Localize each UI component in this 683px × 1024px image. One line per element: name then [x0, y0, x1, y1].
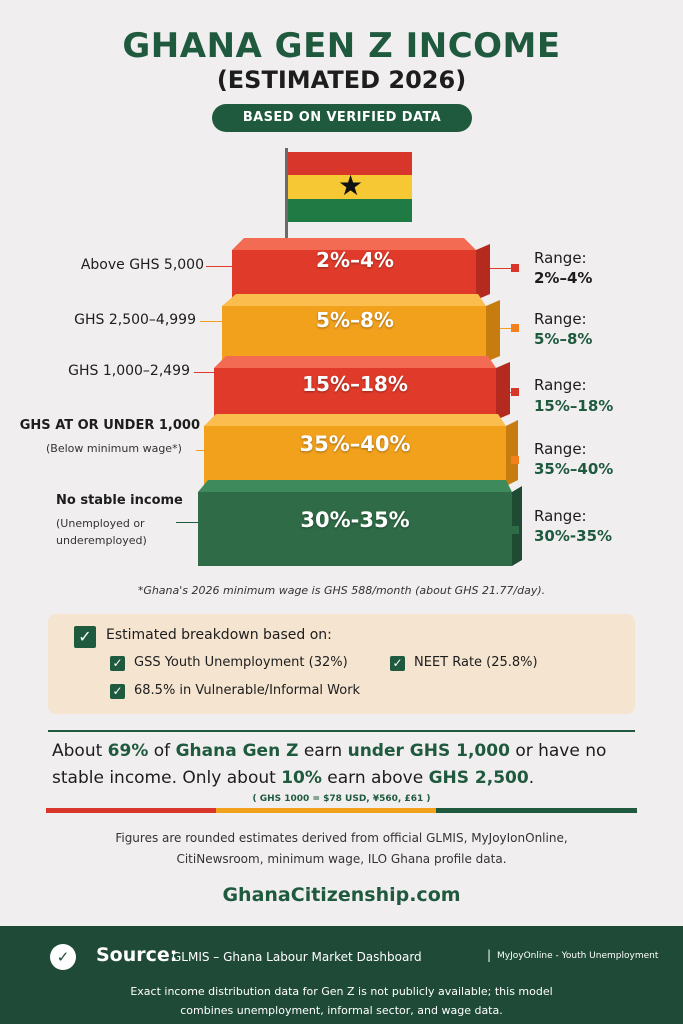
breakdown-item-informal: 68.5% in Vulnerable/Informal Work — [134, 683, 361, 698]
tier-1-range-title: Range: — [534, 249, 587, 267]
source-main: GLMIS – Ghana Labour Market Dashboard — [172, 950, 422, 964]
tier-1-range-value: 2%–4% — [534, 269, 593, 287]
tier-1-marker — [511, 264, 519, 272]
source-label: Source: — [96, 944, 178, 966]
verified-badge: BASED ON VERIFIED DATA — [212, 104, 472, 132]
color-bar-green — [436, 808, 637, 813]
tier-1-block — [232, 238, 490, 300]
summary-text: About 69% of Ghana Gen Z earn under GHS … — [52, 741, 607, 788]
tier-4-block — [204, 414, 518, 486]
tier-5-left-connector — [176, 522, 198, 523]
tier-4-range-value: 35%–40% — [534, 460, 614, 478]
tier-4-range-title: Range: — [534, 440, 587, 458]
tier-2-marker — [511, 324, 519, 332]
data-credits: Figures are rounded estimates derived fr… — [115, 831, 568, 866]
checkbox-icon: ✓ — [110, 684, 125, 699]
source-footer: ✓ Source: GLMIS – Ghana Labour Market Da… — [0, 926, 683, 1024]
breakdown-title: Estimated breakdown based on: — [106, 627, 332, 643]
minimum-wage-footnote: *Ghana's 2026 minimum wage is GHS 588/mo… — [137, 584, 546, 597]
tier-4-label: GHS AT OR UNDER 1,000 — [19, 418, 200, 433]
tier-1-percent: 2%–4% — [316, 248, 394, 272]
tier-4-left-connector — [196, 450, 204, 451]
check-circle-icon: ✓ — [50, 944, 76, 970]
divider — [48, 730, 635, 732]
tier-2-right-connector — [500, 328, 512, 329]
tier-2-range-value: 5%–8% — [534, 330, 593, 348]
tier-3-left-connector — [194, 372, 214, 373]
tier-5-label: No stable income — [56, 493, 183, 508]
breakdown-box: ✓ Estimated breakdown based on: ✓ GSS Yo… — [48, 614, 635, 714]
tier-4-marker — [511, 456, 519, 464]
exchange-rate-note: ( GHS 1000 = $78 USD, ¥560, £61 ) — [252, 794, 431, 804]
tier-5-block — [198, 480, 522, 566]
tier-2-block — [222, 294, 500, 362]
black-star-icon: ★ — [338, 169, 364, 202]
flag-pole — [285, 148, 288, 240]
breakdown-item-unemployment: GSS Youth Unemployment (32%) — [134, 655, 348, 670]
page-subtitle: (ESTIMATED 2026) — [216, 66, 467, 94]
tier-5-marker — [511, 526, 519, 534]
checkbox-icon: ✓ — [74, 626, 96, 648]
website-link[interactable]: GhanaCitizenship.com — [222, 884, 461, 906]
color-bar-orange — [216, 808, 436, 813]
income-pyramid — [198, 238, 522, 566]
tier-2-percent: 5%–8% — [316, 308, 394, 332]
tier-5-range-title: Range: — [534, 507, 587, 525]
footer-note: Exact income distribution data for Gen Z… — [130, 985, 553, 1017]
tier-3-marker — [511, 388, 519, 396]
tier-1-label: Above GHS 5,000 — [80, 257, 204, 273]
checkbox-icon: ✓ — [110, 656, 125, 671]
tier-5-sublabel: (Unemployed or underemployed) — [56, 517, 147, 547]
tier-2-label: GHS 2,500–4,999 — [74, 312, 196, 328]
tier-5-percent: 30%-35% — [300, 508, 410, 532]
breakdown-item-neet: NEET Rate (25.8%) — [414, 655, 538, 670]
tier-4-sublabel: (Below minimum wage*) — [46, 442, 182, 455]
source-alt: MyJoyOnline - Youth Unemployment — [497, 951, 659, 961]
tier-4-percent: 35%–40% — [299, 432, 411, 456]
tier-2-range-title: Range: — [534, 310, 587, 328]
page-title: GHANA GEN Z INCOME — [122, 26, 561, 66]
tier-1-left-connector — [206, 266, 232, 267]
tier-3-range-value: 15%–18% — [534, 397, 614, 415]
tier-1-right-connector — [490, 268, 512, 269]
tier-3-label: GHS 1,000–2,499 — [68, 363, 190, 379]
tier-5-range-value: 30%-35% — [534, 527, 613, 545]
checkbox-icon: ✓ — [390, 656, 405, 671]
tier-3-block — [214, 356, 510, 420]
ghana-flag-icon: ★ — [288, 152, 412, 222]
tier-3-range-title: Range: — [534, 376, 587, 394]
source-divider: | — [487, 948, 492, 962]
tier-2-left-connector — [200, 321, 222, 322]
color-bar-red — [46, 808, 216, 813]
tier-3-percent: 15%–18% — [302, 372, 408, 396]
